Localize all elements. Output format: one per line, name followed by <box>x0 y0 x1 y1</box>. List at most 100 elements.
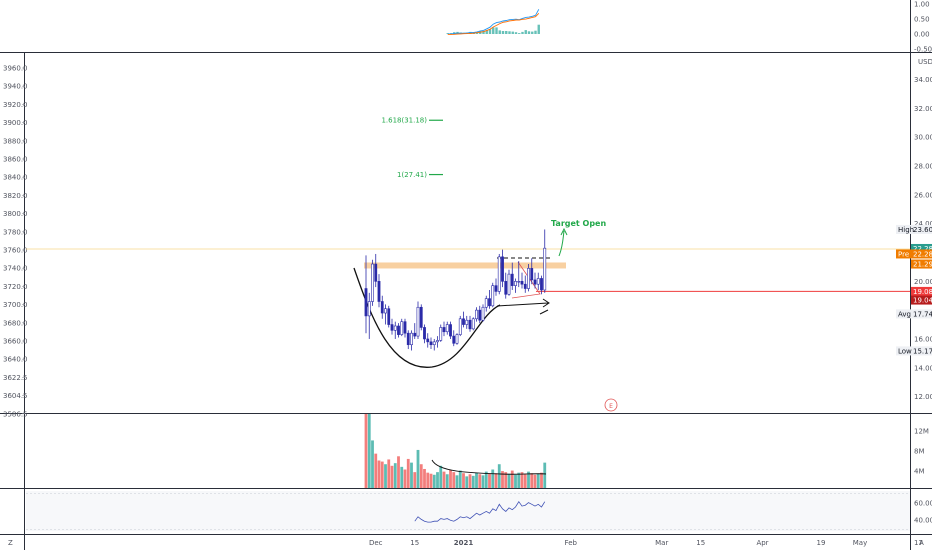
right-axis: USD 34.00 32.00 30.00 28.00 26.00 24.00 20.00 16… <box>914 1 932 525</box>
left-axis-tick-label: 3860.0 <box>3 156 28 164</box>
stat-label-value: 15.17 <box>913 347 932 355</box>
volume-bar <box>432 474 436 488</box>
candle-body <box>533 279 537 285</box>
left-axis-tick-label: 3940.0 <box>3 83 28 91</box>
volume-bar <box>514 474 517 488</box>
candle-body <box>432 341 436 346</box>
volume-bar <box>364 414 368 488</box>
candle-body <box>501 256 504 282</box>
price-tag-prefix: Pre <box>898 250 909 258</box>
macd-axis-tick-label: -0.50 <box>914 46 932 54</box>
candle-body <box>530 268 534 281</box>
volume-bar <box>520 472 524 488</box>
volume-bar <box>403 469 407 488</box>
macd-histogram-bar <box>508 31 511 34</box>
candle-body <box>387 308 391 325</box>
left-axis-tick-label: 3960.0 <box>3 65 28 73</box>
right-axis-tick-label: 26.00 <box>914 191 932 199</box>
price-tag-bg <box>911 295 932 305</box>
volume-bar <box>533 474 537 488</box>
earnings-marker-icon[interactable] <box>604 398 618 412</box>
volume-bar <box>478 474 482 488</box>
candle-body <box>468 319 472 330</box>
right-axis-tick-label: 14.00 <box>914 364 932 372</box>
candle-body <box>413 332 417 337</box>
candle-body <box>475 309 478 320</box>
macd-histogram-bar <box>488 29 492 34</box>
time-axis-tick-label: 15 <box>410 539 419 547</box>
left-axis-tick-label: 3900.0 <box>3 119 28 127</box>
volume-bar <box>494 473 498 488</box>
time-axis-tick-label: Apr <box>756 539 768 547</box>
time-axis-tick-label: 19 <box>817 539 826 547</box>
left-axis-tick-label: 3622.5 <box>3 374 28 382</box>
volume-bar <box>429 473 433 488</box>
candle-body <box>491 285 495 307</box>
macd-axis-tick-label: 1.00 <box>914 1 930 9</box>
volume-bar <box>445 474 449 488</box>
candle-body <box>507 273 511 295</box>
macd-histogram-bar <box>511 31 514 34</box>
volume-bar <box>468 474 472 488</box>
timezone-icon: Z <box>8 539 13 547</box>
right-axis-tick-label: 20.00 <box>914 278 932 286</box>
candle-body <box>488 298 491 307</box>
candle-body <box>536 278 540 285</box>
candle-body <box>406 332 410 346</box>
candle-body <box>510 273 514 286</box>
left-axis-tick-label: 3604.5 <box>3 392 28 400</box>
candle-body <box>380 301 384 314</box>
candle-body <box>419 306 423 328</box>
fib-levels: 1.618(31.18) 1(27.41) <box>381 117 443 179</box>
candle-body <box>436 340 439 343</box>
volume-bar <box>371 440 374 488</box>
candle-body <box>452 335 456 344</box>
candle-body <box>449 324 452 337</box>
volume-bar <box>423 468 426 488</box>
volume-bar <box>377 460 381 488</box>
volume-bar <box>488 473 491 488</box>
volume-bar <box>540 472 543 488</box>
macd-histogram-bar <box>492 27 495 34</box>
volume-bar <box>471 475 475 488</box>
volume-bar <box>380 461 384 488</box>
volume-bar <box>416 449 420 488</box>
left-axis-tick-label: 3920.0 <box>3 101 28 109</box>
volume-bar <box>536 473 540 488</box>
volume-bar <box>439 465 443 488</box>
volume-axis-tick-label: 12M <box>914 428 929 436</box>
candle-body <box>423 327 426 340</box>
candle-body <box>484 298 488 308</box>
candle-body <box>481 306 485 321</box>
price-tag-label: 22.28 <box>913 250 932 258</box>
macd-line <box>447 9 540 35</box>
left-axis-tick-label: 3880.0 <box>3 137 28 145</box>
rsi-line <box>414 500 546 523</box>
macd-histogram-bar <box>505 31 508 34</box>
volume-bar <box>491 469 495 488</box>
rsi-pane <box>414 500 546 523</box>
macd-histogram-bar <box>524 30 527 34</box>
macd-histogram-bar <box>531 31 534 34</box>
price-tag-label: 21.29 <box>913 261 932 269</box>
volume-trend-curve <box>431 459 547 475</box>
left-axis-tick-label: 3720.0 <box>3 283 28 291</box>
candle-body <box>458 318 462 335</box>
volume-bar <box>374 453 378 488</box>
candle-body <box>397 325 400 335</box>
volume-bar <box>410 462 413 488</box>
volume-bar <box>543 462 547 488</box>
rsi-axis-tick-label: 40.00 <box>914 517 932 525</box>
right-axis-tick-label: 28.00 <box>914 163 932 171</box>
stat-label-bg <box>896 346 932 356</box>
macd-histogram-bar <box>518 33 521 34</box>
macd-histogram-bar <box>495 27 498 34</box>
volume-bar <box>530 473 534 488</box>
macd-axis-tick-label: 0.50 <box>914 16 930 24</box>
volume-bar <box>436 472 439 488</box>
candle-body <box>393 325 397 331</box>
candle-body <box>364 288 368 317</box>
macd-histogram-bar <box>498 30 501 34</box>
